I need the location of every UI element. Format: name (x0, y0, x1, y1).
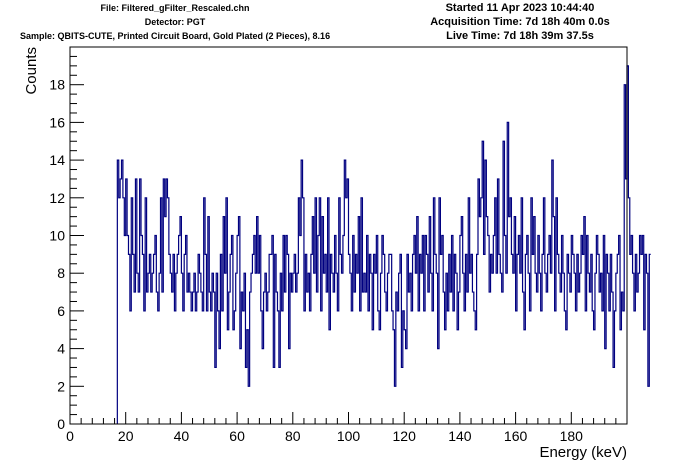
y-tick-label: 2 (57, 378, 65, 394)
x-tick-label: 80 (285, 428, 301, 444)
tick-labels: 0 20 40 60 80 100 120 140 160 180 0 2 4 6 8 10 12 14 16 18 (49, 77, 583, 444)
plot-frame (69, 46, 628, 425)
x-tick-label: 140 (448, 428, 472, 444)
detector-label: Detector: PGT (144, 17, 206, 27)
file-name-label: File: Filtered_gFilter_Rescaled.chn (100, 3, 250, 13)
x-tick-label: 60 (229, 428, 245, 444)
y-tick-label: 6 (57, 303, 65, 319)
x-tick-label: 100 (337, 428, 361, 444)
series-group (116, 65, 651, 424)
x-tick-label: 180 (560, 428, 584, 444)
y-tick-label: 0 (57, 416, 65, 432)
x-tick-label: 0 (66, 428, 74, 444)
y-tick-label: 4 (57, 341, 65, 357)
axis-ticks (69, 46, 628, 425)
y-axis-title: Counts (23, 47, 40, 95)
x-tick-label: 40 (174, 428, 190, 444)
acquisition-time-label: Acquisition Time: 7d 18h 40m 0.0s (430, 16, 610, 28)
live-time-label: Live Time: 7d 18h 39m 37.5s (446, 30, 594, 42)
x-tick-label: 160 (504, 428, 528, 444)
y-tick-label: 12 (49, 190, 65, 206)
sample-label: Sample: QBITS-CUTE, Printed Circuit Boar… (20, 31, 331, 41)
x-tick-label: 20 (118, 428, 134, 444)
y-tick-label: 16 (49, 114, 65, 130)
series-line (116, 65, 651, 424)
x-axis-title: Energy (keV) (539, 444, 627, 461)
y-tick-label: 10 (49, 228, 65, 244)
start-time-label: Started 11 Apr 2023 10:44:40 (445, 2, 595, 14)
y-tick-label: 8 (57, 265, 65, 281)
y-tick-label: 14 (49, 152, 65, 168)
x-tick-label: 120 (393, 428, 417, 444)
y-tick-label: 18 (49, 77, 65, 93)
